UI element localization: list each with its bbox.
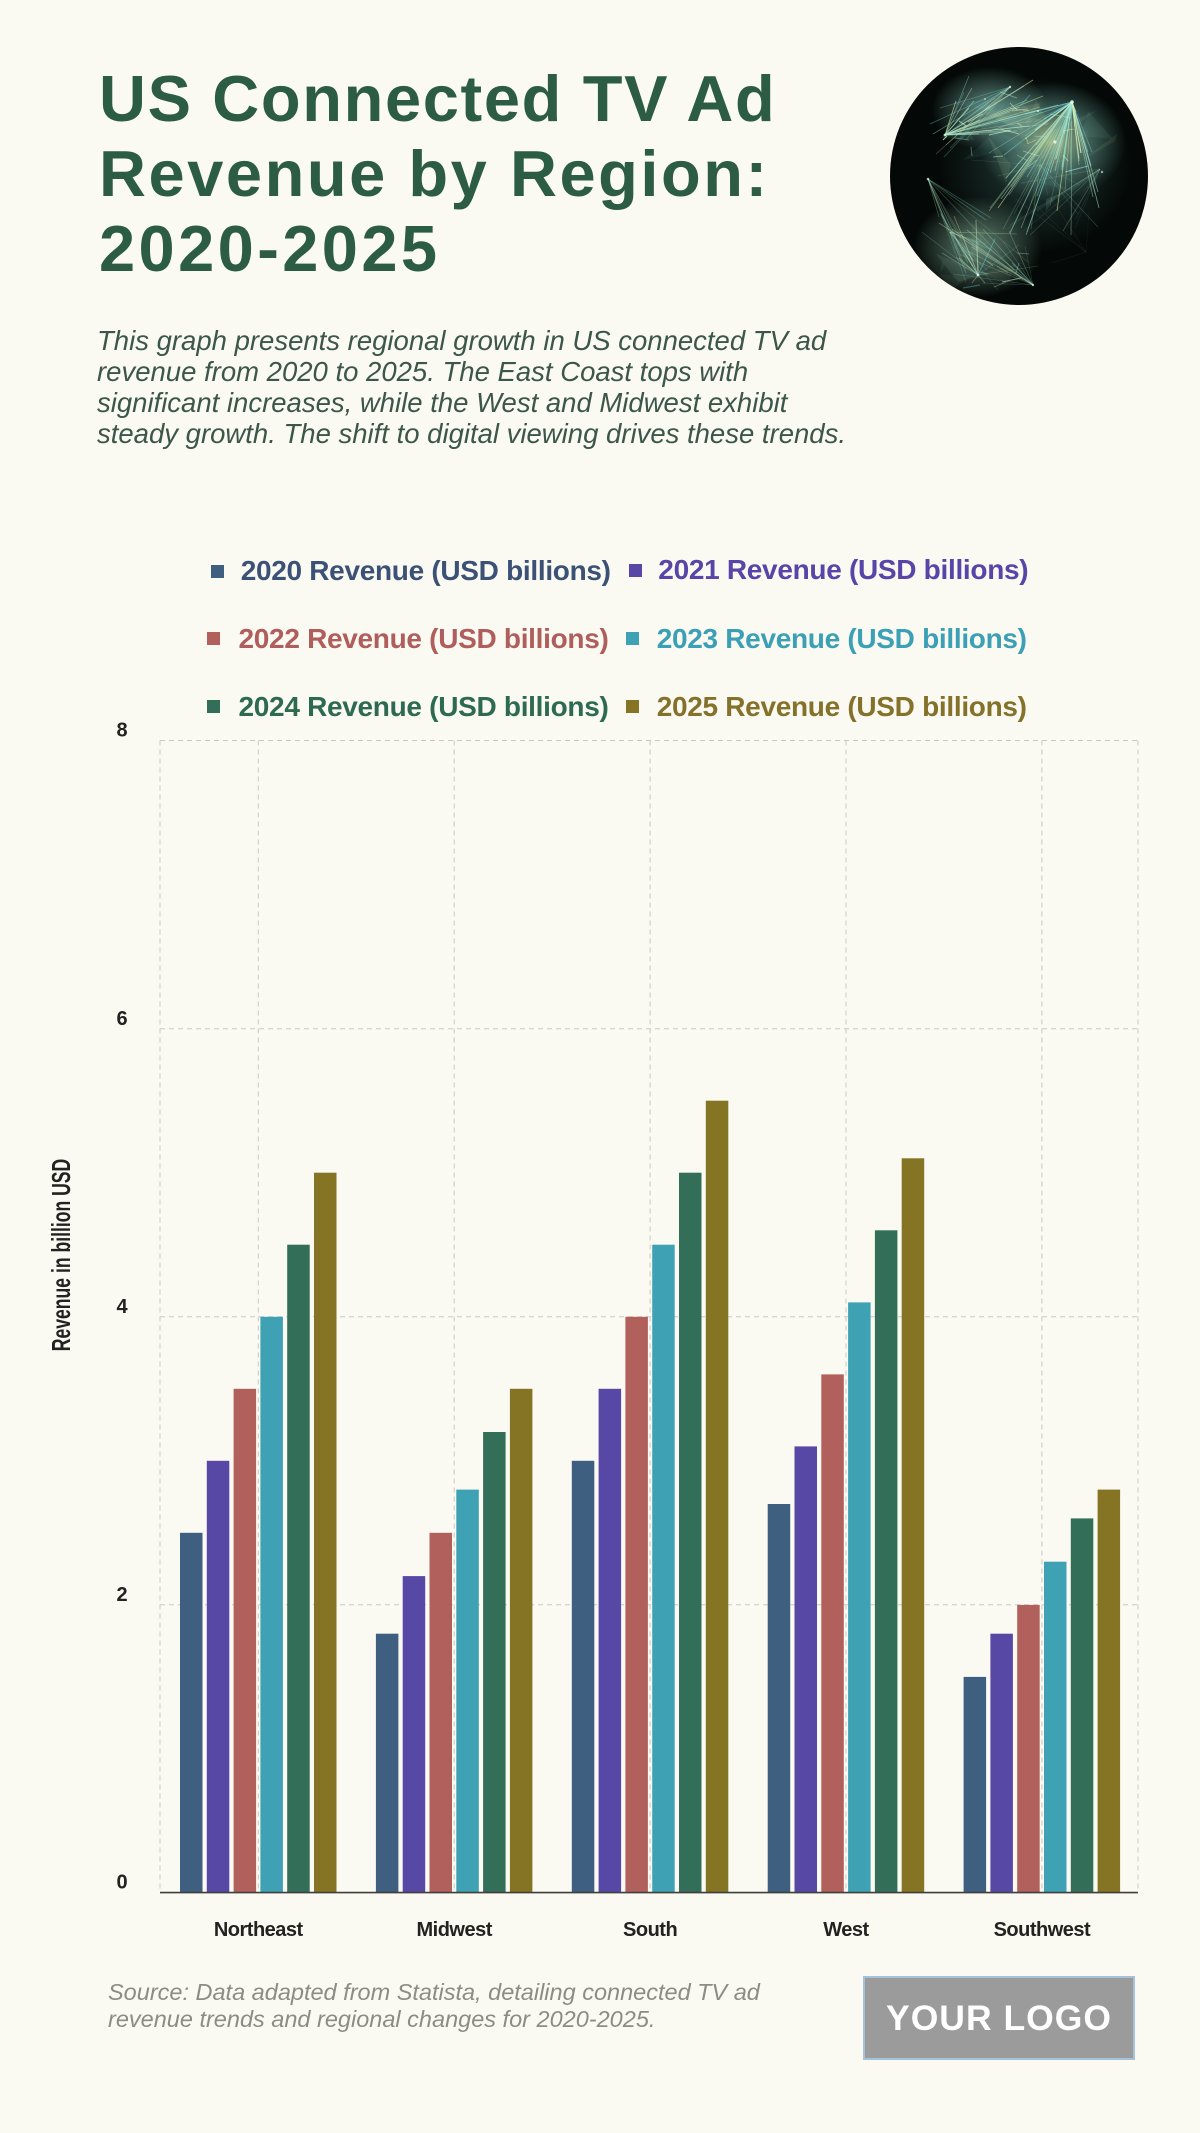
svg-text:Midwest: Midwest [416,1919,492,1941]
svg-text:Revenue in billion USD: Revenue in billion USD [47,1159,76,1351]
svg-text:0: 0 [116,1872,127,1894]
svg-text:South: South [623,1919,677,1941]
svg-text:West: West [823,1919,869,1941]
svg-text:Northeast: Northeast [214,1919,304,1941]
svg-text:Southwest: Southwest [994,1919,1091,1941]
svg-text:4: 4 [116,1296,128,1318]
svg-text:8: 8 [116,720,127,742]
svg-text:6: 6 [116,1008,127,1030]
svg-text:2: 2 [116,1584,127,1606]
